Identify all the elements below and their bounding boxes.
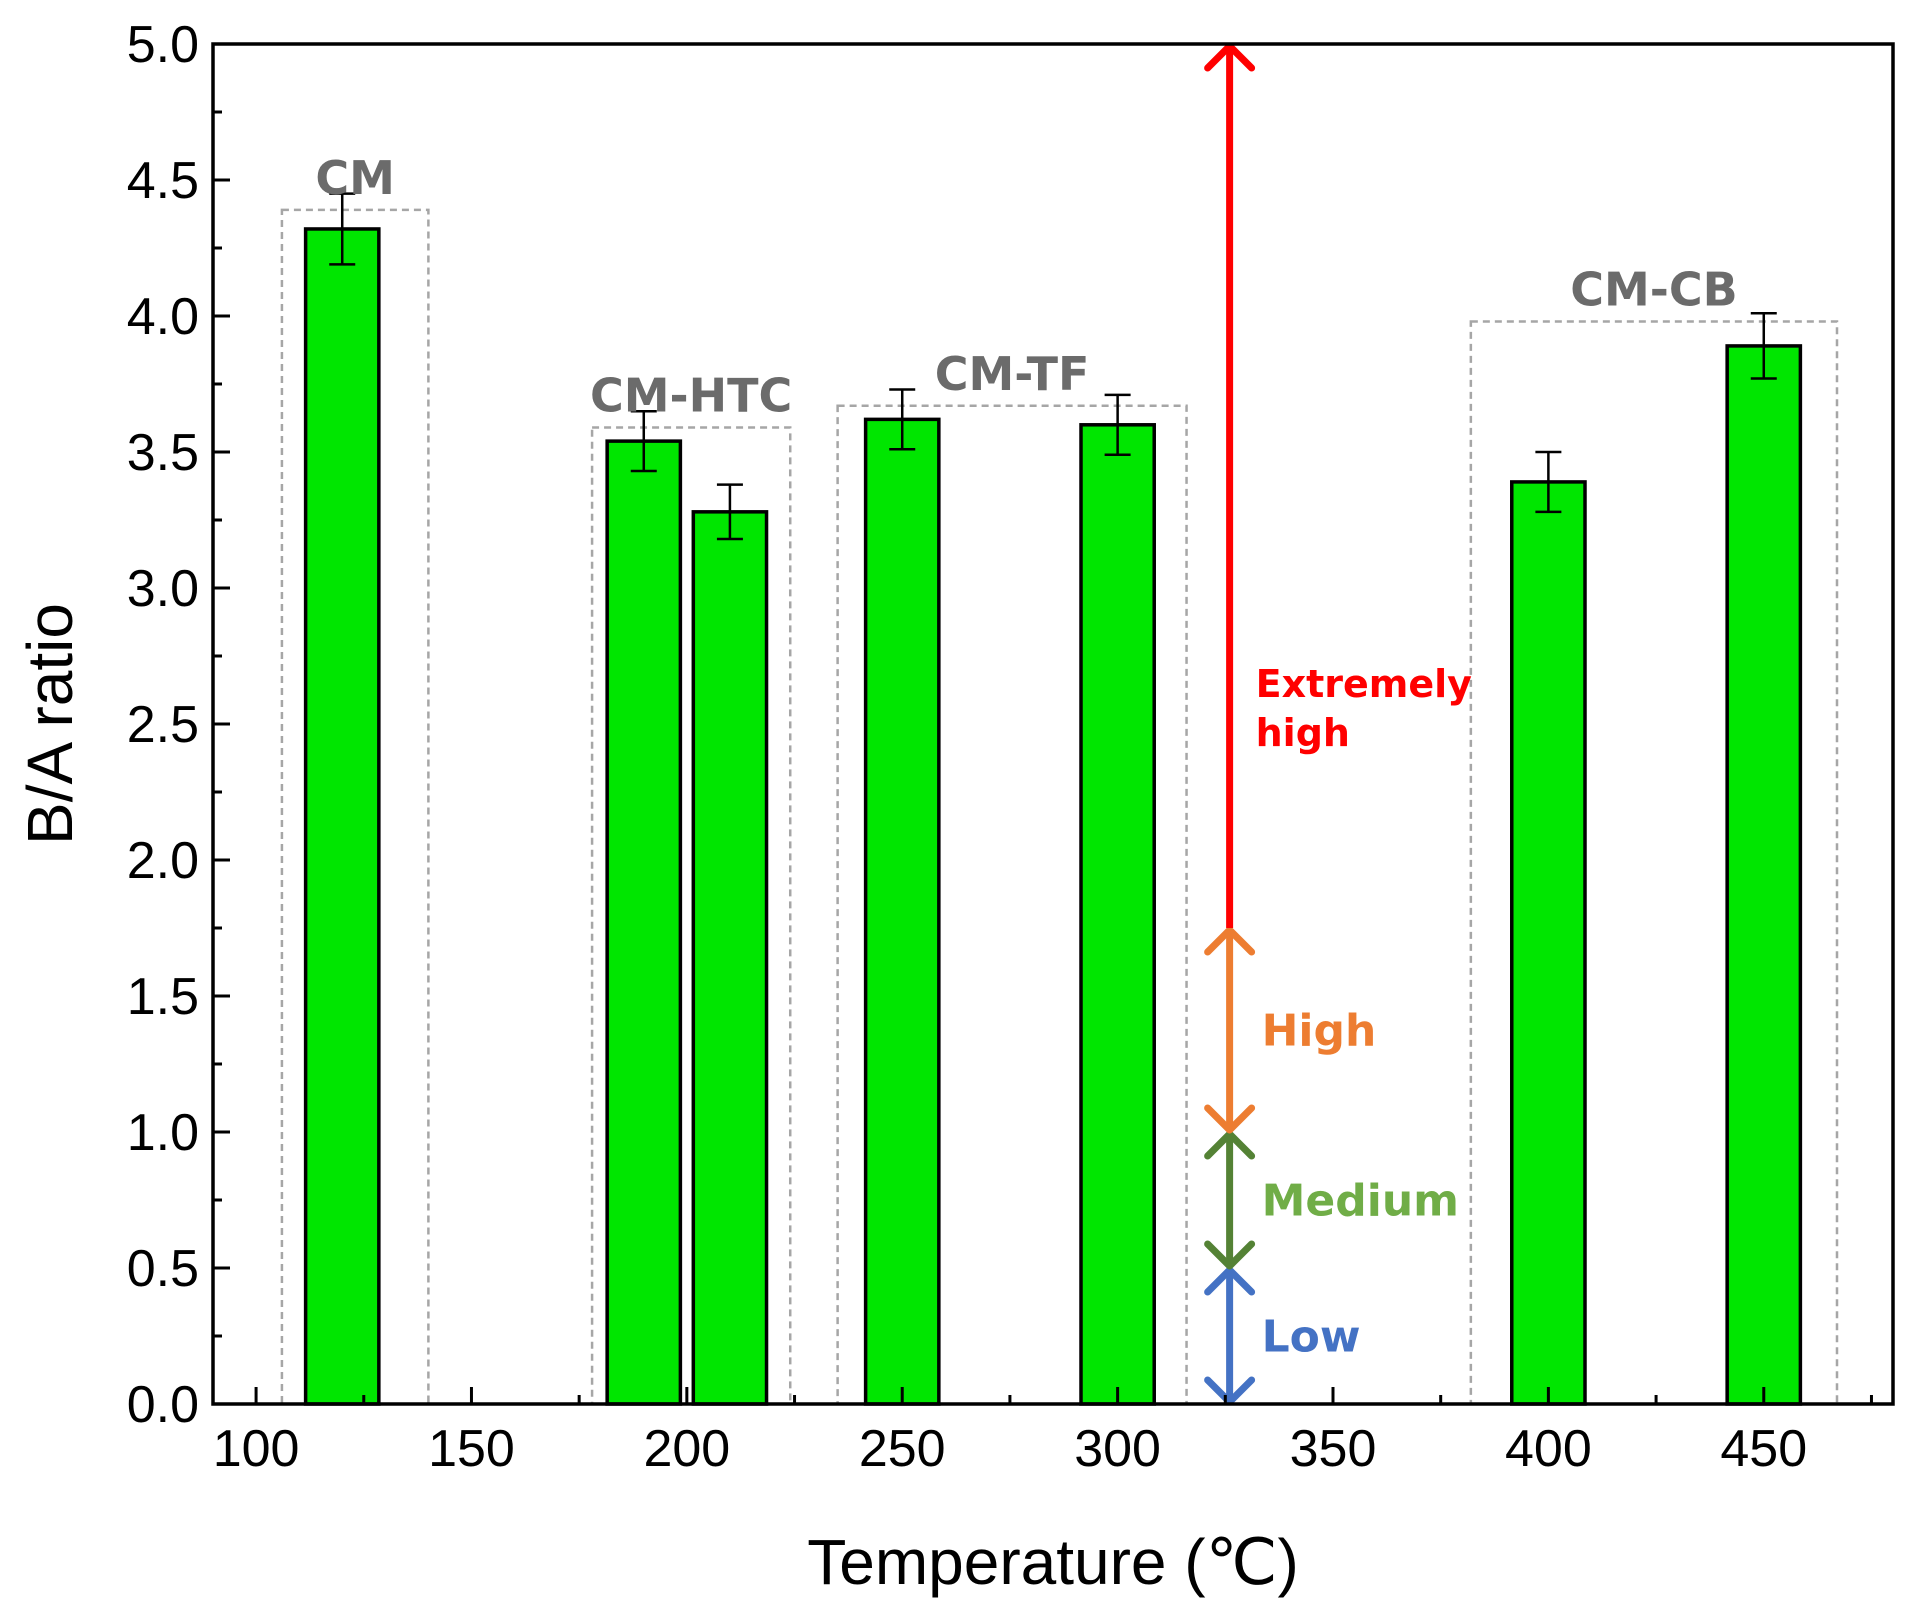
level-label-line: high (1256, 711, 1350, 755)
level-medium: Medium (1204, 1130, 1459, 1270)
level-arrows: CM CM-HTC CM-TF CM-CB Low Medium High Extremely… (315, 42, 1738, 1406)
y-tick-label: 3.0 (127, 560, 199, 618)
bar (303, 227, 381, 1406)
level-label: High (1262, 1005, 1377, 1056)
y-tick-label: 0.5 (127, 1240, 199, 1298)
x-tick-label: 250 (859, 1420, 946, 1478)
arrow-head (1204, 1376, 1256, 1406)
bar (1079, 423, 1156, 1406)
x-tick-label: 350 (1290, 1420, 1377, 1478)
x-tick-label: 100 (213, 1420, 300, 1478)
y-tick-label: 1.5 (127, 968, 199, 1026)
group-boxes (280, 208, 1839, 1404)
bar (863, 417, 941, 1406)
group-box (590, 426, 792, 1404)
group-box (836, 404, 1188, 1404)
y-tick-label: 2.5 (127, 696, 199, 754)
x-tick-label: 200 (643, 1420, 730, 1478)
level-label-line: Extremely (1256, 662, 1473, 706)
axes: 0.0 0.5 1.0 1.5 2.0 2.5 3.0 3.5 4.0 4.5 5.0 100 150 2… (127, 16, 1873, 1478)
bar (691, 510, 769, 1406)
y-tick-label: 4.0 (127, 288, 199, 346)
y-tick-label: 2.0 (127, 832, 199, 890)
bar (605, 439, 683, 1406)
level-high: High (1204, 926, 1377, 1134)
bars (303, 192, 1803, 1406)
arrow-head (1204, 1240, 1256, 1270)
bar (1510, 480, 1587, 1406)
y-tick-label: 1.0 (127, 1104, 199, 1162)
level-label: Low (1262, 1311, 1361, 1362)
y-tick-label: 0.0 (127, 1376, 199, 1434)
arrow-head (1204, 42, 1256, 72)
arrow-head (1204, 1266, 1256, 1296)
level-label: Extremely high (1256, 662, 1473, 755)
x-tick-label: 300 (1074, 1420, 1161, 1478)
arrow-head (1204, 1104, 1256, 1134)
arrow-head (1204, 1130, 1256, 1160)
group-box (1469, 320, 1839, 1404)
group-label: CM (315, 151, 395, 205)
group-box (280, 208, 430, 1404)
level-label-line: Low (1262, 1311, 1361, 1362)
level-label-line: Medium (1262, 1175, 1459, 1226)
group-label: CM-HTC (590, 369, 792, 423)
x-tick-label: 400 (1505, 1420, 1592, 1478)
level-label-line: High (1262, 1005, 1377, 1056)
y-tick-label: 5.0 (127, 16, 199, 74)
group-label: CM-CB (1570, 262, 1737, 316)
x-tick-label: 450 (1720, 1420, 1807, 1478)
level-low: Low (1204, 1266, 1361, 1406)
level-extremely-high: Extremely high (1204, 42, 1473, 928)
y-tick-label: 4.5 (127, 152, 199, 210)
y-axis-title: B/A ratio (14, 603, 86, 845)
x-axis-title: Temperature (℃) (807, 1526, 1299, 1598)
bar (1725, 344, 1803, 1406)
y-tick-label: 3.5 (127, 424, 199, 482)
arrow-head (1204, 926, 1256, 956)
x-tick-label: 150 (428, 1420, 515, 1478)
group-label: CM-TF (935, 347, 1090, 401)
level-label: Medium (1262, 1175, 1459, 1226)
